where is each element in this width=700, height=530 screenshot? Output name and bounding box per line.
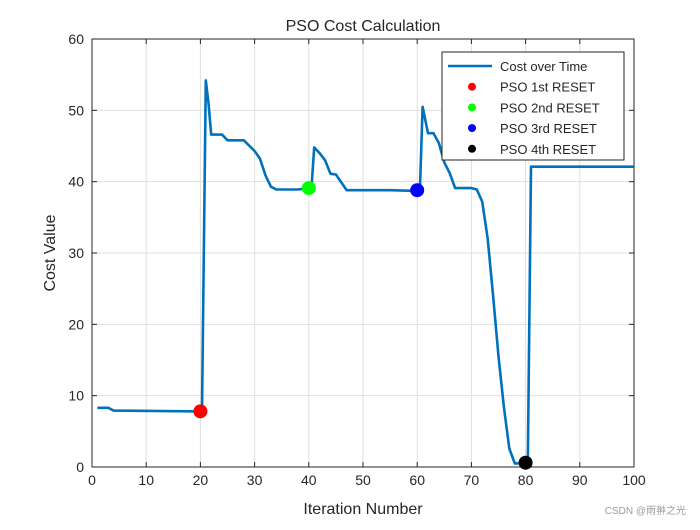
x-tick-label: 30 [247,472,263,488]
x-tick-label: 40 [301,472,317,488]
y-tick-label: 40 [68,174,84,190]
x-tick-label: 100 [622,472,646,488]
watermark: CSDN @雨翀之光 [604,506,686,517]
y-tick-label: 20 [68,316,84,332]
y-tick-label: 10 [68,388,84,404]
reset-marker-3 [410,183,425,198]
series-line-cost-over-time [97,79,634,465]
x-tick-label: 70 [464,472,480,488]
y-tick-label: 0 [76,459,84,475]
legend-marker-swatch [468,103,476,112]
y-tick-label: 30 [68,245,84,261]
legend-label: PSO 4th RESET [500,142,596,157]
legend-label: PSO 3rd RESET [500,121,597,136]
x-axis-label: Iteration Number [303,501,423,518]
x-tick-label: 50 [355,472,371,488]
y-tick-label: 60 [68,31,84,47]
reset-marker-1 [193,404,208,419]
legend-marker-swatch [468,144,476,153]
legend-marker-swatch [468,82,476,91]
x-tick-label: 60 [409,472,425,488]
x-tick-label: 80 [518,472,534,488]
reset-marker-2 [301,181,316,196]
legend-marker-swatch [468,124,476,133]
reset-marker-4 [518,455,533,470]
x-tick-label: 90 [572,472,588,488]
chart-title: PSO Cost Calculation [286,18,441,35]
y-tick-label: 50 [68,102,84,118]
x-tick-label: 0 [88,472,96,488]
x-tick-label: 10 [138,472,154,488]
legend-label: PSO 2nd RESET [500,100,600,115]
legend-label: PSO 1st RESET [500,80,595,95]
legend-label: Cost over Time [500,59,587,74]
x-tick-label: 20 [193,472,209,488]
y-axis-label: Cost Value [42,214,59,291]
